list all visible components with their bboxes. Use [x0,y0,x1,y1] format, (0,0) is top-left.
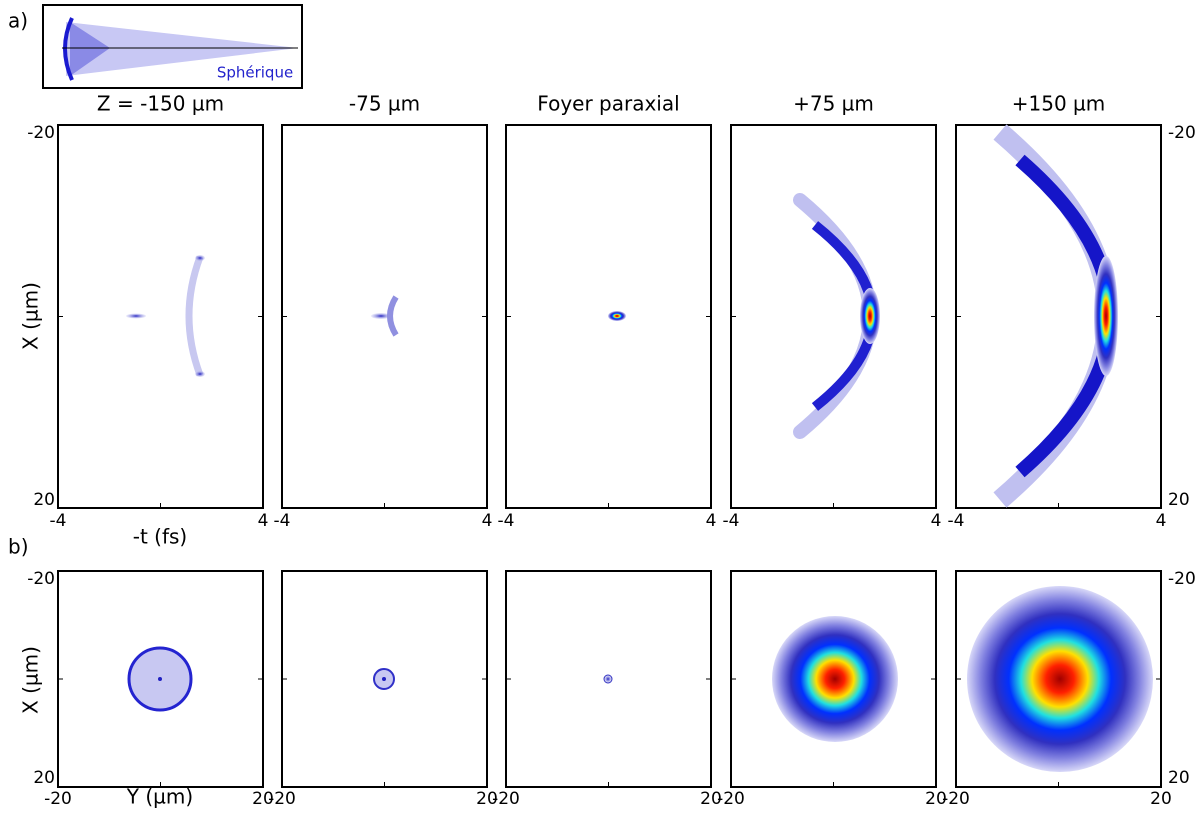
x-tick-label: 4 [482,511,493,531]
y-axis-label: X (µm) [19,282,43,350]
beam-cone [66,22,298,76]
x-tick-label: 20 [1150,789,1172,809]
profile-core [382,677,386,681]
column-title: Foyer paraxial [537,92,679,116]
mirror [63,17,74,81]
pulse-arc [185,255,204,377]
x-tick-label: -4 [498,511,515,531]
column-title: Z = -150 µm [97,92,224,116]
column-title: +75 µm [793,92,874,116]
x-tick-label: 4 [706,511,717,531]
y-tick-label: 20 [1168,768,1190,788]
x-tick-label: 20 [476,789,498,809]
y-tick-label: -20 [1168,123,1196,143]
pulse [195,371,205,377]
pulse [126,313,146,319]
x-tick-label: 4 [931,511,942,531]
x-tick-label: 20 [925,789,947,809]
y-tick-label: -20 [1168,569,1196,589]
inset: Sphérique [42,4,303,89]
pulse-arc [387,295,399,337]
pulse [371,313,391,319]
x-axis-label: Y (µm) [126,785,193,809]
y-tick-label: 20 [1168,490,1190,510]
y-tick-label: -20 [27,123,55,143]
x-tick-label: -20 [44,789,72,809]
x-tick-label: -20 [717,789,745,809]
inset-label: Sphérique [217,64,293,82]
x-tick-label: -4 [723,511,740,531]
pulse [608,311,626,321]
x-tick-label: -20 [942,789,970,809]
x-axis-label: -t (fs) [133,525,187,549]
x-tick-label: 4 [258,511,269,531]
x-tick-label: -4 [50,511,67,531]
profile-spot [967,586,1153,772]
pulse [195,255,205,261]
y-axis-label: X (µm) [19,646,43,714]
x-tick-label: -4 [948,511,965,531]
column-title: +150 µm [1012,92,1106,116]
profile-core [603,674,613,684]
column-title: -75 µm [349,92,420,116]
profile-core [158,677,162,681]
y-tick-label: -20 [27,569,55,589]
y-tick-label: 20 [33,490,55,510]
pulse-peak [1094,256,1118,376]
x-tick-label: -4 [274,511,291,531]
plot-frame [730,124,937,509]
x-tick-label: -20 [268,789,296,809]
x-tick-label: 20 [700,789,722,809]
pulse-peak [860,288,880,344]
x-tick-label: 20 [252,789,274,809]
x-tick-label: -20 [492,789,520,809]
y-tick-label: 20 [33,768,55,788]
panel-label: b) [8,535,29,559]
profile-spot [772,616,898,742]
plot-frame [57,124,264,509]
beam-core [70,22,110,76]
panel-label: a) [8,9,28,33]
x-tick-label: 4 [1156,511,1167,531]
